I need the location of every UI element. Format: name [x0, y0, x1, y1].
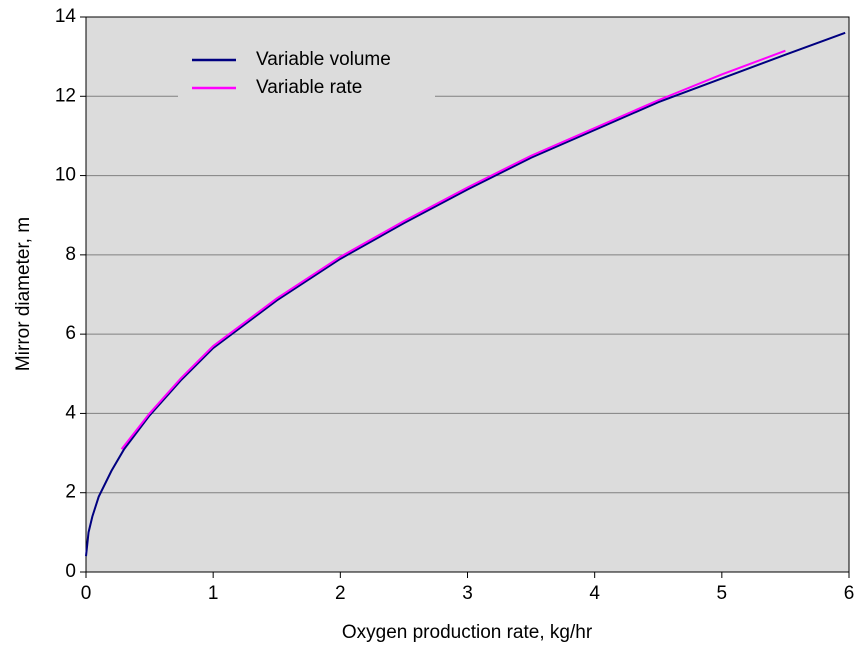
legend: [178, 40, 435, 106]
y-tick-label: 2: [65, 482, 76, 503]
y-tick-label: 6: [65, 323, 76, 344]
y-tick-label: 8: [65, 244, 76, 265]
x-tick-label: 1: [208, 583, 219, 604]
x-tick-label: 4: [589, 583, 600, 604]
legend-label: Variable rate: [256, 77, 362, 98]
legend-label: Variable volume: [256, 49, 391, 70]
series-line: [85, 31, 846, 557]
y-tick-label: 0: [65, 561, 76, 582]
x-axis-label: Oxygen production rate, kg/hr: [342, 622, 593, 643]
x-tick-label: 3: [462, 583, 473, 604]
y-tick-label: 10: [55, 165, 76, 186]
x-tick-label: 0: [81, 583, 92, 604]
series-line: [120, 49, 786, 450]
plot-area: [86, 17, 849, 572]
plot-frame: [85, 16, 850, 573]
x-tick-label: 5: [717, 583, 728, 604]
x-tick-label: 6: [844, 583, 855, 604]
y-tick-label: 12: [55, 85, 76, 106]
y-tick-label: 14: [55, 6, 77, 27]
y-axis-label: Mirror diameter, m: [13, 217, 34, 371]
y-tick-label: 4: [65, 402, 76, 423]
x-tick-label: 2: [335, 583, 346, 604]
